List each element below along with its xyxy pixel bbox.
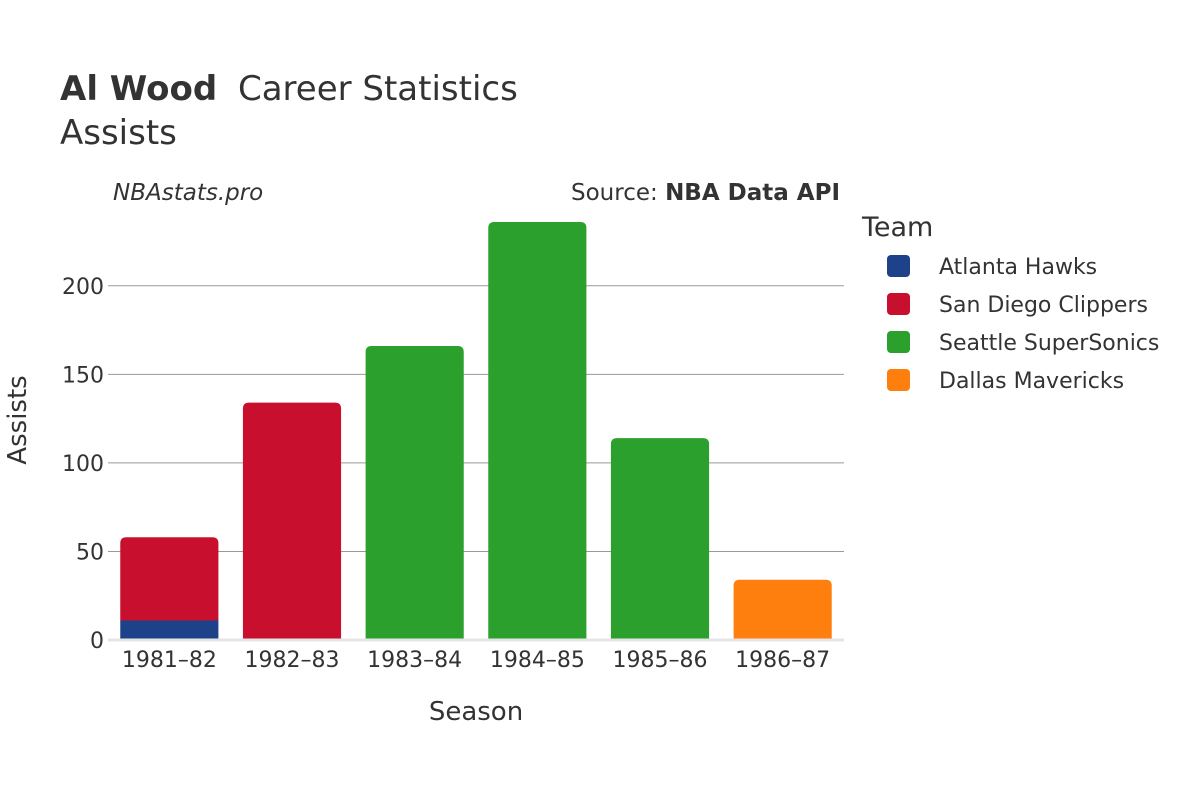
legend-swatch[interactable]: [887, 255, 910, 277]
legend-label[interactable]: Seattle SuperSonics: [939, 331, 1159, 356]
x-tick-label: 1981–82: [122, 648, 217, 673]
y-tick-label: 200: [62, 275, 104, 300]
source-name: NBA Data API: [665, 180, 840, 206]
bar-segment[interactable]: [488, 222, 587, 640]
bar-segment[interactable]: [120, 620, 219, 640]
y-tick-label: 0: [90, 629, 104, 654]
y-tick-label: 150: [62, 363, 104, 388]
legend-swatch[interactable]: [887, 331, 910, 353]
x-axis-title: Season: [429, 697, 523, 727]
x-tick-label: 1982–83: [245, 648, 340, 673]
legend-label[interactable]: Atlanta Hawks: [939, 255, 1097, 280]
bars: [120, 222, 832, 640]
legend-swatch[interactable]: [887, 369, 910, 391]
chart-title-player: Al Wood: [60, 69, 217, 109]
x-tick-labels: 1981–82 1982–83 1983–84 1984–85 1985–86 1986–…: [122, 648, 830, 673]
bar-segment[interactable]: [120, 537, 219, 621]
bar-segment[interactable]: [242, 402, 342, 640]
y-tick-label: 50: [76, 540, 104, 565]
watermark: NBAstats.pro: [113, 180, 263, 206]
x-tick-label: 1986–87: [735, 648, 830, 673]
chart-subtitle: Assists: [60, 113, 177, 153]
chart-title-rest: Career Statistics: [238, 69, 518, 109]
legend-label[interactable]: San Diego Clippers: [939, 293, 1148, 318]
y-axis-title: Assists: [3, 375, 33, 464]
source-prefix: Source:: [571, 180, 665, 206]
y-tick-label: 100: [62, 452, 104, 477]
source-credit: Source: NBA Data API: [571, 180, 840, 206]
legend: Atlanta Hawks San Diego Clippers Seattle S…: [887, 255, 1159, 394]
bar-segment[interactable]: [365, 345, 464, 640]
x-tick-label: 1983–84: [367, 648, 462, 673]
legend-swatch[interactable]: [887, 293, 910, 315]
legend-title: Team: [861, 212, 933, 243]
bar-segment[interactable]: [733, 579, 832, 640]
bar-segment[interactable]: [610, 438, 710, 640]
y-tick-labels: 0 50 100 150 200: [62, 275, 104, 654]
x-tick-label: 1984–85: [490, 648, 585, 673]
grid-lines: [108, 285, 844, 552]
chart-title: Al Wood Career Statistics: [60, 69, 518, 109]
legend-label[interactable]: Dallas Mavericks: [939, 369, 1124, 394]
x-tick-label: 1985–86: [613, 648, 708, 673]
